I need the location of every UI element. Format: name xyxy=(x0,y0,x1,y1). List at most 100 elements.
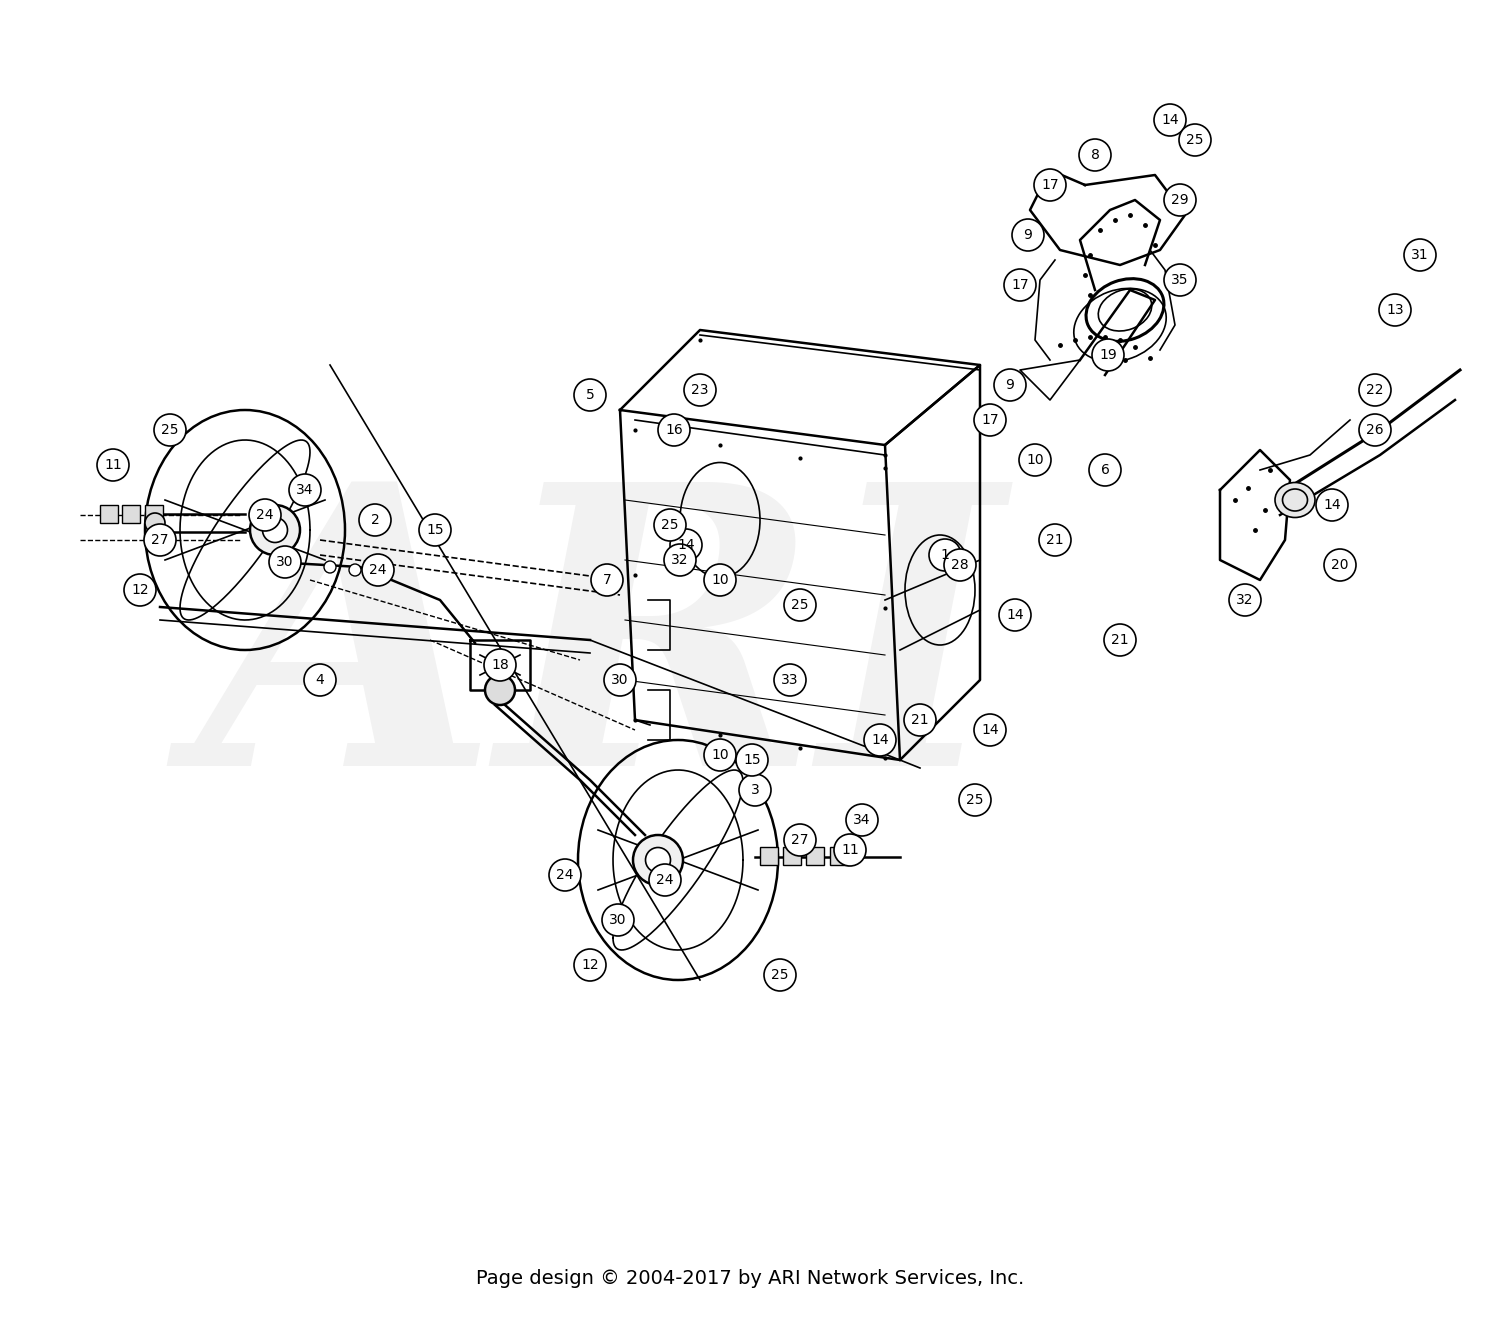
Circle shape xyxy=(268,546,302,579)
Text: 26: 26 xyxy=(1366,423,1384,438)
Ellipse shape xyxy=(324,561,336,573)
Text: 28: 28 xyxy=(951,558,969,572)
Circle shape xyxy=(974,405,1006,436)
Circle shape xyxy=(358,503,392,536)
Text: 25: 25 xyxy=(966,793,984,807)
Text: 11: 11 xyxy=(104,457,122,472)
Ellipse shape xyxy=(374,567,386,579)
Text: 31: 31 xyxy=(1412,248,1430,262)
Text: 21: 21 xyxy=(910,713,928,728)
Text: 19: 19 xyxy=(1100,348,1118,362)
Text: 11: 11 xyxy=(842,844,860,857)
Text: 24: 24 xyxy=(369,563,387,577)
Text: 6: 6 xyxy=(1101,463,1110,477)
Text: 7: 7 xyxy=(603,573,612,587)
Circle shape xyxy=(362,554,394,587)
Circle shape xyxy=(1104,623,1136,656)
Circle shape xyxy=(1359,414,1390,445)
Text: 32: 32 xyxy=(672,554,688,567)
Text: 13: 13 xyxy=(1386,303,1404,318)
Circle shape xyxy=(846,804,877,836)
Text: 24: 24 xyxy=(556,869,573,882)
Text: 5: 5 xyxy=(585,387,594,402)
Circle shape xyxy=(304,664,336,696)
Bar xyxy=(146,505,164,523)
Text: 30: 30 xyxy=(609,913,627,927)
Text: 25: 25 xyxy=(662,518,678,532)
Text: 17: 17 xyxy=(1011,278,1029,293)
Circle shape xyxy=(1089,453,1120,486)
Circle shape xyxy=(1013,219,1044,250)
Circle shape xyxy=(654,509,686,540)
Circle shape xyxy=(574,380,606,411)
Circle shape xyxy=(1040,525,1071,556)
Text: 35: 35 xyxy=(1172,273,1188,287)
Text: 30: 30 xyxy=(276,555,294,569)
Text: 14: 14 xyxy=(1323,498,1341,511)
Text: 17: 17 xyxy=(981,413,999,427)
Text: 34: 34 xyxy=(853,813,870,826)
Circle shape xyxy=(664,544,696,576)
Text: 17: 17 xyxy=(1041,178,1059,192)
Text: 12: 12 xyxy=(580,958,598,971)
Circle shape xyxy=(834,834,866,866)
Circle shape xyxy=(1078,138,1112,171)
Circle shape xyxy=(999,598,1030,631)
Text: 4: 4 xyxy=(315,673,324,687)
Circle shape xyxy=(1034,169,1066,202)
Text: 1: 1 xyxy=(940,548,950,561)
Text: 14: 14 xyxy=(1007,608,1025,622)
Circle shape xyxy=(1164,264,1196,297)
Bar xyxy=(830,847,848,865)
Circle shape xyxy=(1019,444,1052,476)
Text: 30: 30 xyxy=(612,673,628,687)
Circle shape xyxy=(249,500,280,531)
Ellipse shape xyxy=(262,518,288,543)
Circle shape xyxy=(704,739,736,771)
Text: 16: 16 xyxy=(664,423,682,438)
Text: 25: 25 xyxy=(792,598,808,612)
Text: 25: 25 xyxy=(771,967,789,982)
Circle shape xyxy=(944,550,976,581)
Circle shape xyxy=(658,414,690,445)
Circle shape xyxy=(958,784,992,816)
Circle shape xyxy=(764,960,796,991)
Text: 29: 29 xyxy=(1172,192,1190,207)
Circle shape xyxy=(864,724,895,757)
Circle shape xyxy=(604,664,636,696)
Circle shape xyxy=(1092,339,1124,370)
Text: 14: 14 xyxy=(981,724,999,737)
Ellipse shape xyxy=(251,505,300,555)
Circle shape xyxy=(549,859,580,891)
Circle shape xyxy=(1359,374,1390,406)
Circle shape xyxy=(1004,269,1036,301)
Text: 18: 18 xyxy=(490,658,508,672)
Circle shape xyxy=(419,514,452,546)
Text: ARI: ARI xyxy=(196,471,1004,847)
Text: 2: 2 xyxy=(370,513,380,527)
Text: 33: 33 xyxy=(782,673,798,687)
Circle shape xyxy=(1324,550,1356,581)
Text: 15: 15 xyxy=(426,523,444,536)
Bar xyxy=(100,505,118,523)
Text: 8: 8 xyxy=(1090,148,1100,162)
Text: 3: 3 xyxy=(750,783,759,797)
Text: 25: 25 xyxy=(162,423,178,438)
Circle shape xyxy=(784,824,816,855)
Text: 34: 34 xyxy=(296,482,314,497)
Ellipse shape xyxy=(645,847,670,873)
Text: 27: 27 xyxy=(152,532,168,547)
Text: 10: 10 xyxy=(711,573,729,587)
Text: 10: 10 xyxy=(711,749,729,762)
Text: 27: 27 xyxy=(792,833,808,847)
Text: 9: 9 xyxy=(1023,228,1032,243)
Text: 24: 24 xyxy=(256,507,273,522)
Circle shape xyxy=(290,474,321,506)
Bar xyxy=(806,847,824,865)
Text: 14: 14 xyxy=(676,538,694,552)
Text: 20: 20 xyxy=(1332,558,1348,572)
Ellipse shape xyxy=(1275,482,1316,518)
Ellipse shape xyxy=(146,513,165,532)
Circle shape xyxy=(704,564,736,596)
Text: 10: 10 xyxy=(1026,453,1044,467)
